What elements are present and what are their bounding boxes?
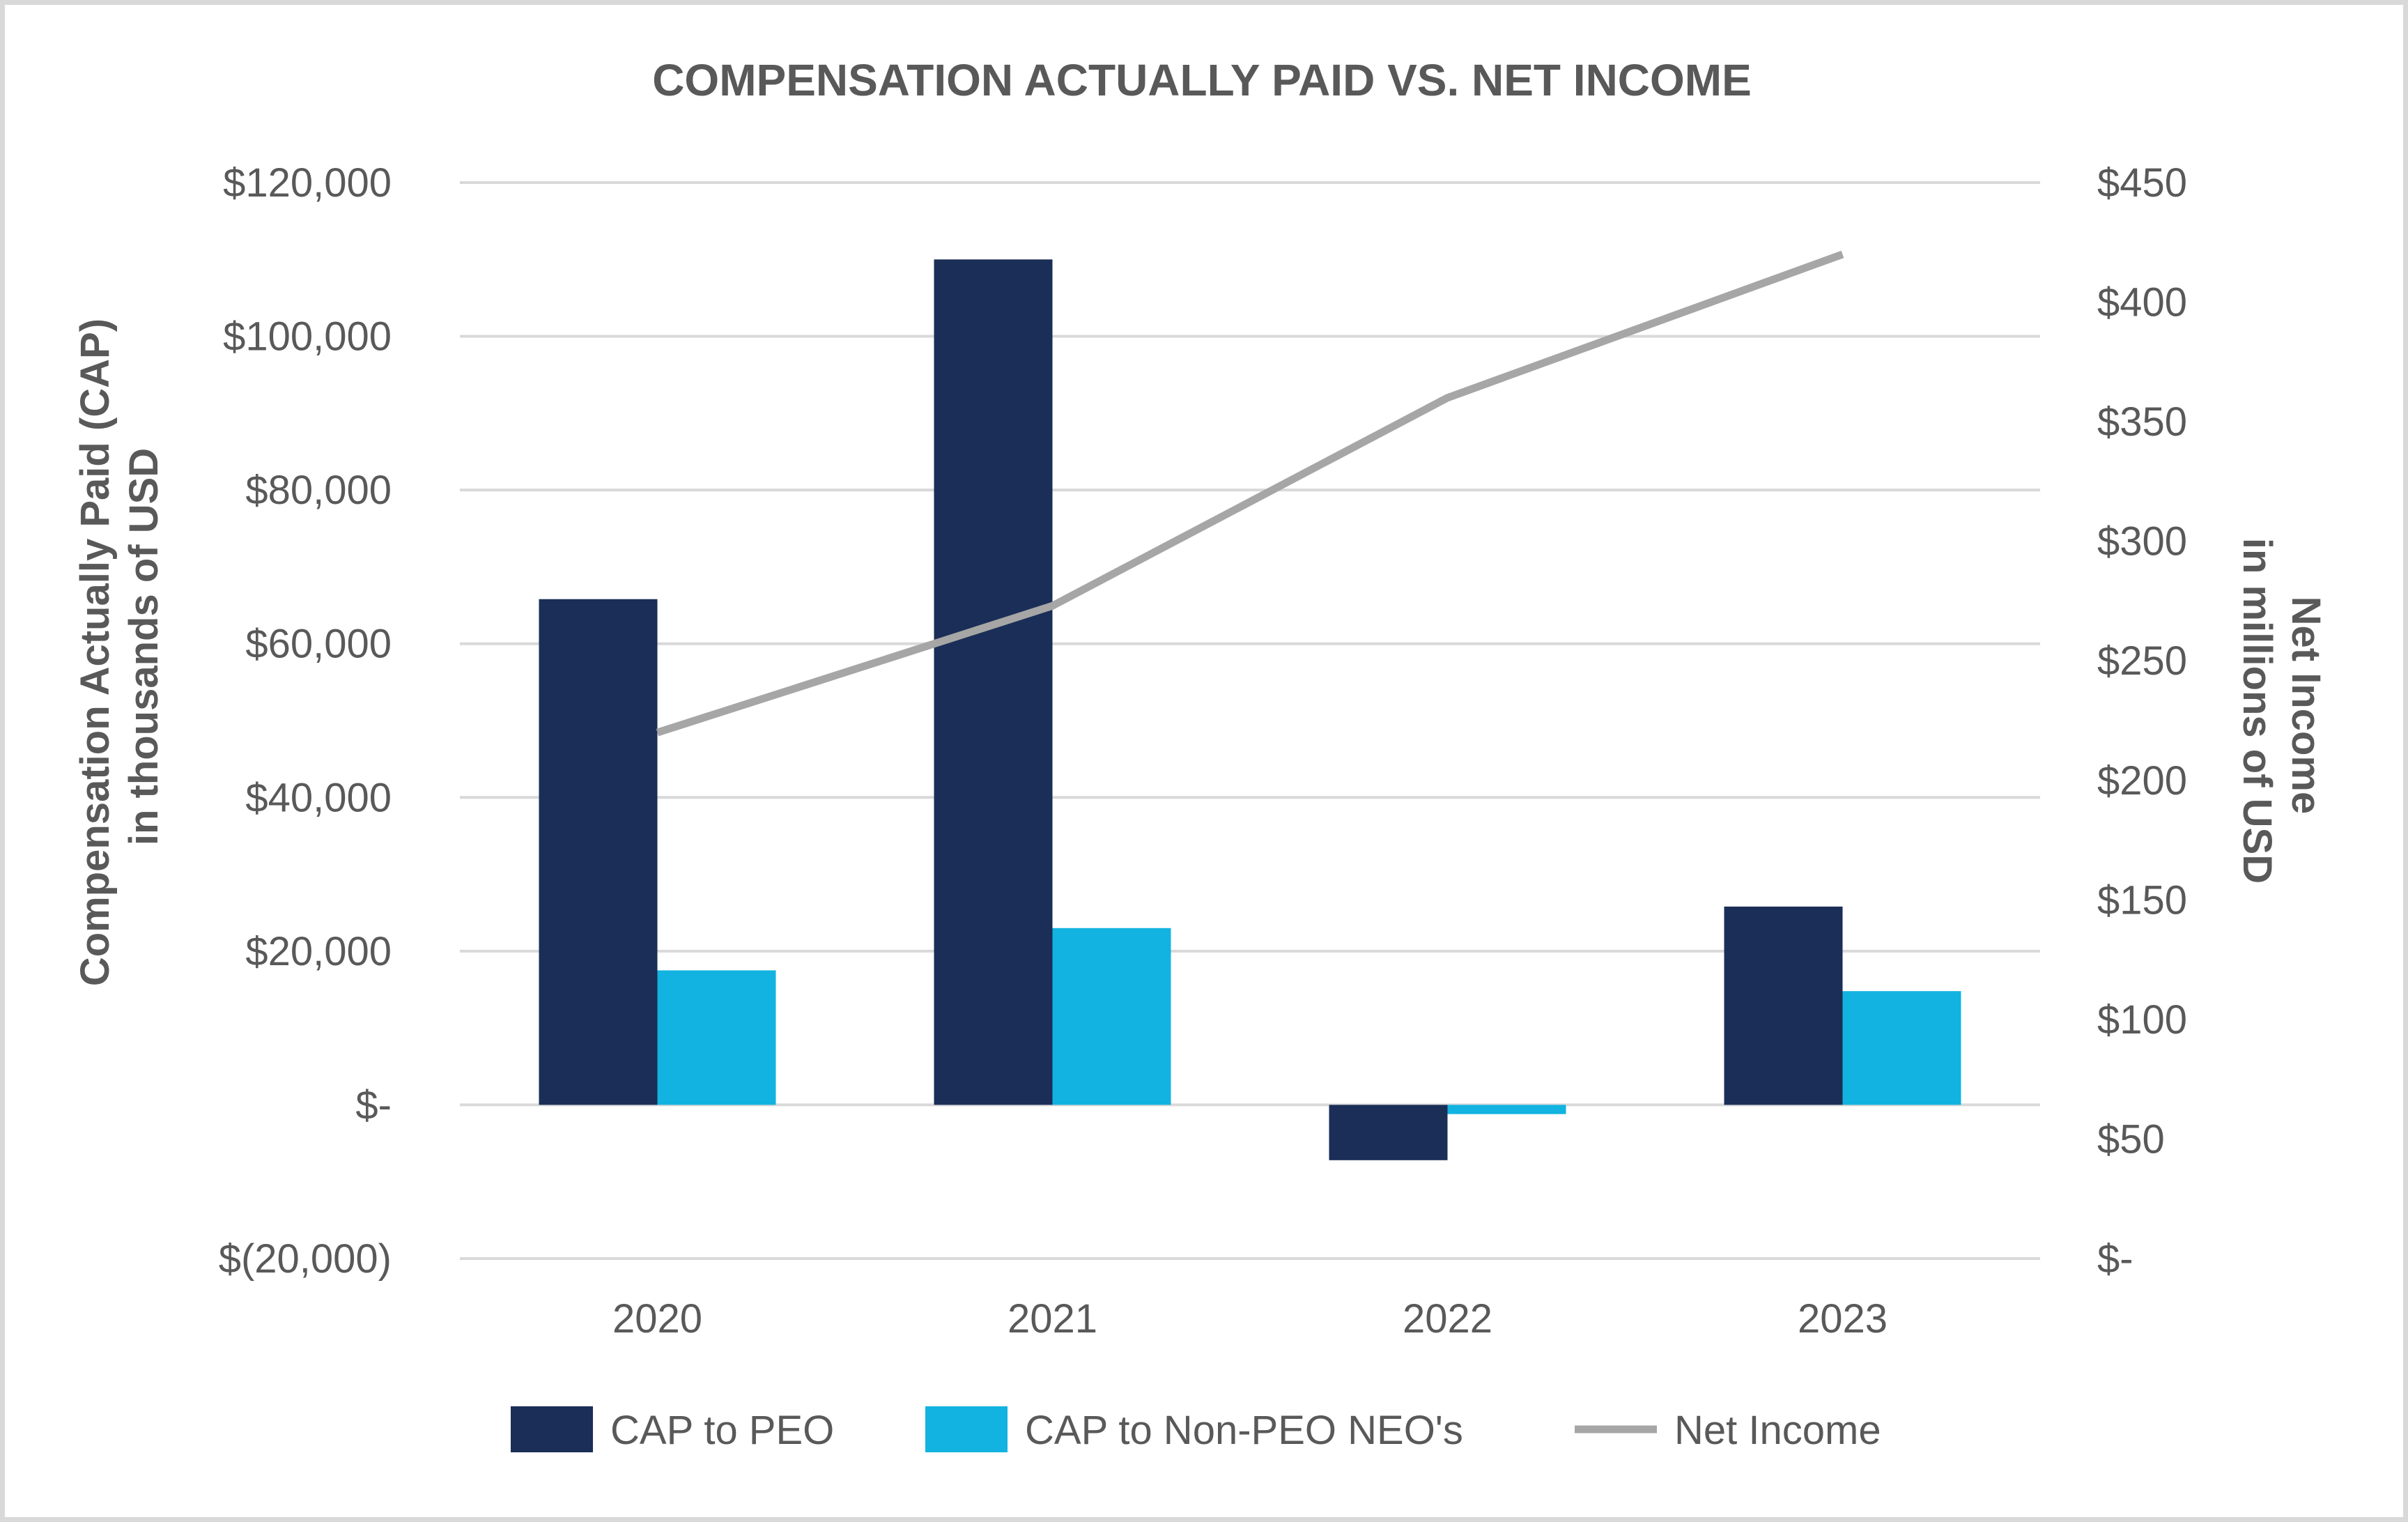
- right-axis-tick-label: $300: [2097, 519, 2187, 564]
- left-axis-tick-label: $-: [355, 1082, 392, 1128]
- right-axis-ticks: $450 $400 $350 $300 $250 $200 $150 $100 $50 $-: [2097, 160, 2187, 1282]
- bar: [1052, 928, 1171, 1105]
- bar: [1842, 991, 1961, 1105]
- legend-label: CAP to Non-PEO NEO's: [1025, 1408, 1463, 1453]
- chart-title: COMPENSATION ACTUALLY PAID VS. NET INCOM…: [652, 55, 1752, 105]
- left-axis-title: Compensation Actually Paid (CAP) in thou…: [72, 307, 167, 986]
- x-axis-tick-label: 2021: [1008, 1296, 1097, 1342]
- right-axis-tick-label: $450: [2097, 160, 2187, 206]
- left-axis-tick-label: $20,000: [245, 929, 392, 974]
- left-axis-ticks: $120,000 $100,000 $80,000 $60,000 $40,000 $20…: [219, 160, 392, 1282]
- left-axis-tick-label: $60,000: [245, 622, 392, 667]
- bars: [539, 259, 1961, 1160]
- bar: [1447, 1105, 1566, 1114]
- legend-swatch: [925, 1406, 1008, 1452]
- x-axis-tick-label: 2022: [1403, 1296, 1492, 1342]
- right-axis-tick-label: $150: [2097, 877, 2187, 923]
- x-axis-tick-label: 2020: [612, 1296, 702, 1342]
- lines: [656, 250, 1844, 737]
- bar: [934, 259, 1053, 1105]
- bar: [1724, 906, 1843, 1105]
- right-axis-tick-label: $-: [2097, 1236, 2133, 1282]
- legend-label: CAP to PEO: [610, 1408, 834, 1453]
- legend: CAP to PEO CAP to Non-PEO NEO's Net Income: [511, 1406, 1881, 1453]
- left-axis-tick-label: $40,000: [245, 775, 392, 820]
- bar: [539, 599, 658, 1105]
- right-axis-tick-label: $350: [2097, 399, 2187, 445]
- right-axis-tick-label: $400: [2097, 280, 2187, 325]
- right-axis-tick-label: $200: [2097, 758, 2187, 804]
- legend-swatch: [511, 1406, 593, 1452]
- x-axis-ticks: 2020 2021 2022 2023: [612, 1296, 1888, 1342]
- bar: [1329, 1105, 1448, 1160]
- right-axis-tick-label: $50: [2097, 1116, 2165, 1162]
- left-axis-tick-label: $120,000: [223, 160, 392, 206]
- bar: [657, 970, 776, 1105]
- left-axis-tick-label: $80,000: [245, 468, 392, 513]
- right-axis-title: Net Income in millions of USD: [2235, 538, 2329, 884]
- right-axis-tick-label: $250: [2097, 638, 2187, 684]
- left-axis-tick-label: $100,000: [223, 314, 392, 360]
- x-axis-tick-label: 2023: [1798, 1296, 1888, 1342]
- legend-label: Net Income: [1674, 1408, 1881, 1453]
- left-axis-tick-label: $(20,000): [219, 1236, 392, 1282]
- series-line: [656, 250, 1844, 737]
- right-axis-tick-label: $100: [2097, 997, 2187, 1043]
